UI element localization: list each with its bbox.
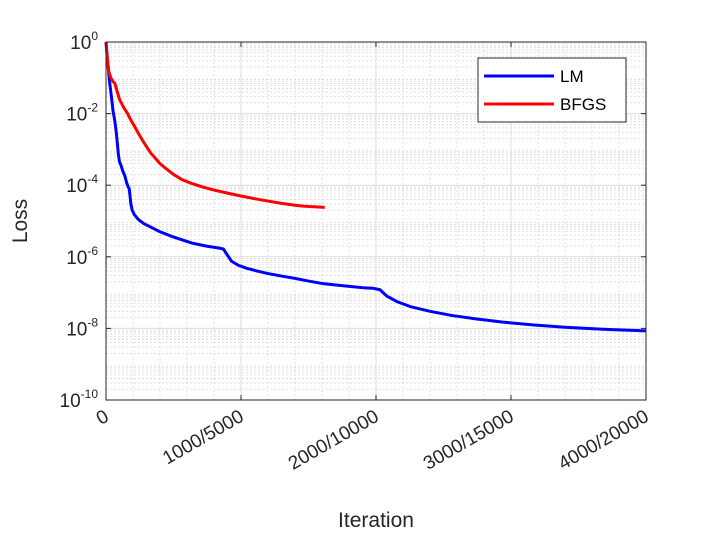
legend: LM BFGS xyxy=(477,57,627,123)
y-tick-label: 10-8 xyxy=(66,315,98,340)
y-tick-label: 100 xyxy=(70,29,98,54)
series-line-lm xyxy=(104,41,647,333)
y-tick-label: 10-10 xyxy=(60,387,99,412)
y-tick-label: 10-6 xyxy=(66,244,98,269)
legend-box xyxy=(477,57,627,123)
series-layer xyxy=(104,41,647,333)
y-axis-ticks: 100 10-2 10-4 10-6 10-8 10-10 xyxy=(60,29,646,412)
legend-label-bfgs: BFGS xyxy=(560,95,606,114)
y-tick-label: 10-2 xyxy=(66,101,98,126)
series-line-bfgs xyxy=(104,41,325,209)
y-axis-label: Loss xyxy=(9,199,32,243)
x-axis-label: Iteration xyxy=(338,509,414,532)
legend-label-lm: LM xyxy=(560,67,584,86)
y-tick-label: 10-4 xyxy=(66,172,98,197)
